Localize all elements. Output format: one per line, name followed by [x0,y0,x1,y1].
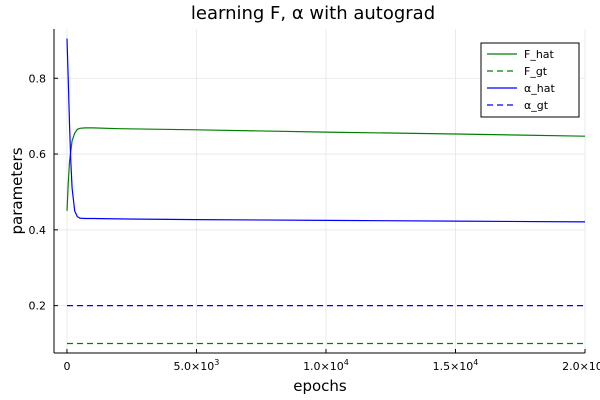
x-tick-label: 1.5×104 [433,358,479,373]
legend-label: F_hat [524,48,555,61]
legend-label: α_gt [524,99,549,112]
y-tick-label: 0.2 [29,300,47,313]
series-line-2 [66,38,586,223]
x-tick-label: 0 [63,360,70,373]
y-tick-label: 0.8 [29,72,47,85]
y-tick-label: 0.6 [29,148,47,161]
legend-label: α_hat [524,82,555,95]
legend-label: F_gt [524,65,548,78]
x-tick-label: 5.0×103 [174,358,220,373]
y-axis-label: parameters [8,147,26,234]
series-line-0 [66,127,586,211]
grid [54,29,586,353]
x-tick-label: 1.0×104 [303,358,349,373]
legend: F_hat F_gt α_hat α_gt [480,42,580,118]
axes [53,29,585,354]
x-axis-label: epochs [293,377,347,395]
series-lines [66,38,586,345]
x-tick-label: 2.0×104 [562,358,600,373]
y-tick-label: 0.4 [29,224,47,237]
chart-title: learning F, α with autograd [191,3,435,24]
tick-labels: 0.2 0.4 0.6 0.8 0 5.0×103 1.0×104 1.5×104 2.0×10… [29,72,600,373]
